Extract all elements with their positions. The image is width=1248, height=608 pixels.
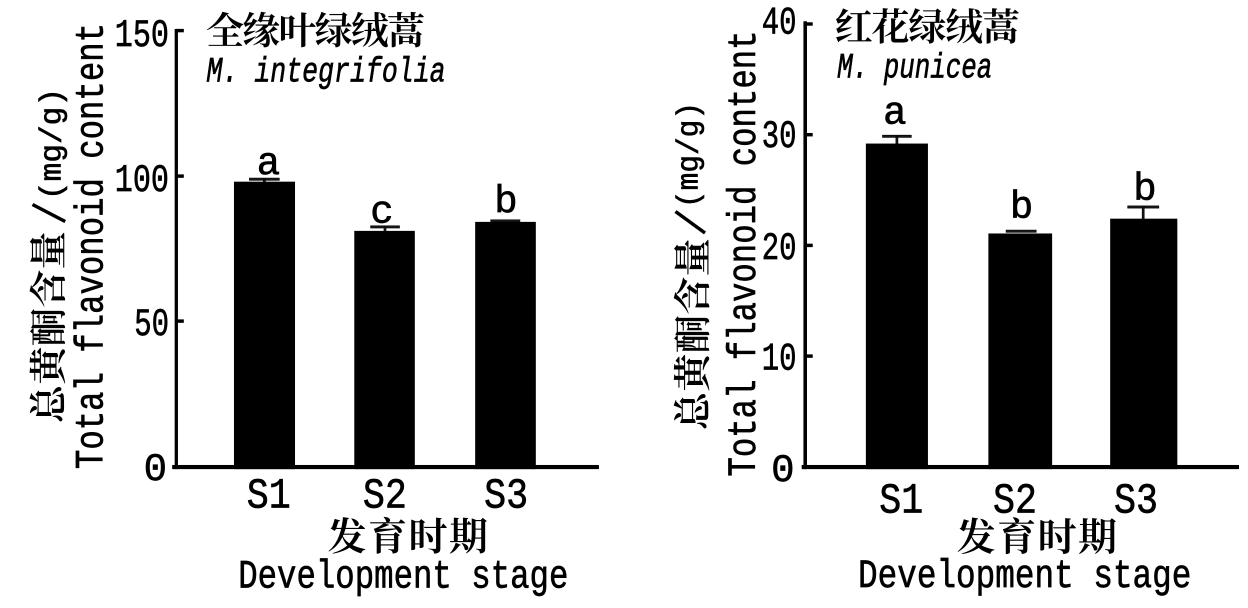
svg-text:a: a [257,142,280,186]
svg-text:a: a [883,91,906,135]
svg-text:b: b [494,181,517,225]
svg-text:S1: S1 [247,471,291,520]
svg-text:50: 50 [134,303,169,347]
svg-text:S1: S1 [879,476,923,525]
svg-text:150: 150 [115,14,169,58]
svg-text:S3: S3 [484,471,528,520]
svg-text:b: b [1010,186,1033,230]
svg-text:30: 30 [762,115,797,159]
svg-text:Total flavonoid content: Total flavonoid content [723,31,768,477]
svg-text:c: c [370,191,393,235]
svg-text:(mg/g): (mg/g) [36,88,71,200]
svg-text:S2: S2 [993,476,1037,525]
svg-text:Development stage: Development stage [238,556,568,601]
svg-text:Total flavonoid content: Total flavonoid content [71,23,116,469]
svg-text:0: 0 [771,449,794,493]
svg-text:M. punicea: M. punicea [837,49,992,89]
svg-text:(mg/g): (mg/g) [673,102,708,208]
svg-text:M. integrifolia: M. integrifolia [207,53,446,93]
svg-text:100: 100 [115,159,169,203]
svg-text:S3: S3 [1114,476,1158,525]
svg-text:20: 20 [762,227,797,271]
svg-text:Development stage: Development stage [858,555,1191,600]
svg-text:b: b [1133,168,1156,212]
svg-text:S2: S2 [363,471,407,520]
svg-text:10: 10 [762,338,797,382]
svg-text:0: 0 [144,448,167,492]
svg-text:40: 40 [762,1,797,45]
